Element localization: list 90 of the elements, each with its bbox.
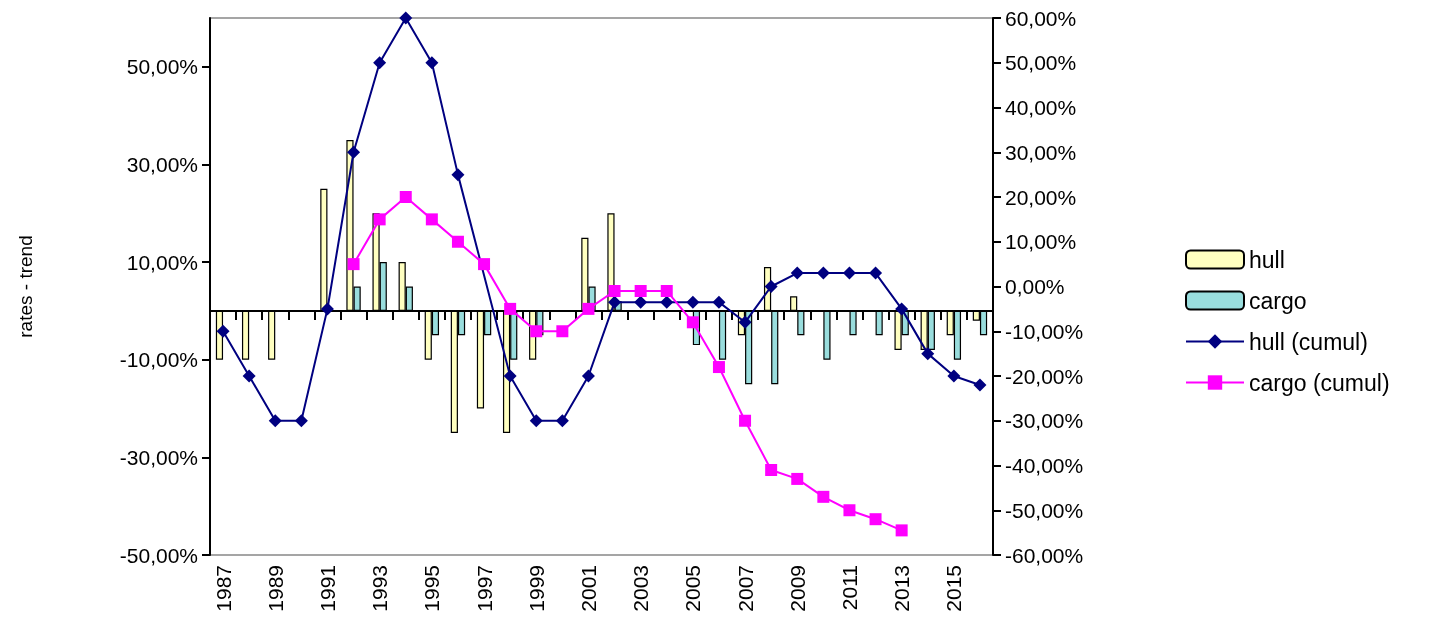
legend-label: hull (cumul)	[1249, 328, 1368, 355]
y2-tick-label: -20,00%	[1005, 364, 1084, 388]
y-tick-label: 30,00%	[126, 152, 198, 176]
y-axis-title: rates - trend	[15, 235, 36, 338]
point	[373, 213, 386, 226]
point	[686, 316, 699, 329]
y2-tick-label: 50,00%	[1005, 51, 1077, 75]
point	[869, 513, 882, 526]
point	[399, 191, 412, 203]
point	[347, 145, 361, 159]
point	[425, 56, 439, 70]
y2-tick-label: 60,00%	[1005, 6, 1077, 30]
point	[608, 284, 621, 297]
point	[556, 325, 569, 338]
point	[503, 369, 517, 383]
point	[712, 361, 725, 374]
point	[347, 258, 360, 271]
x-tick-label: 1999	[524, 565, 548, 612]
point	[765, 463, 778, 476]
point	[738, 315, 752, 329]
point	[294, 414, 308, 428]
x-tick-label: 2015	[942, 565, 966, 612]
point	[582, 302, 595, 315]
point	[764, 280, 778, 293]
x-tick-label: 2013	[890, 565, 914, 612]
point	[216, 324, 230, 338]
x-tick-label: 1997	[472, 565, 496, 612]
point	[634, 284, 647, 297]
point	[790, 266, 804, 280]
y2-tick-label: -50,00%	[1005, 498, 1084, 522]
x-tick-label: 2005	[681, 565, 705, 612]
y2-tick-label: -10,00%	[1005, 319, 1084, 343]
point	[921, 347, 935, 361]
point	[895, 524, 908, 537]
point	[373, 56, 387, 70]
point	[581, 369, 595, 383]
point	[895, 302, 909, 316]
point	[816, 266, 830, 280]
point	[529, 414, 543, 428]
y2-tick-label: 40,00%	[1005, 96, 1077, 119]
point	[686, 295, 700, 309]
point	[947, 369, 961, 383]
x-tick-label: 1993	[368, 565, 392, 612]
y2-tick-label: -40,00%	[1005, 454, 1084, 477]
y2-tick-label: -60,00%	[1005, 543, 1084, 567]
x-tick-label: 1991	[315, 565, 339, 612]
y-tick-label: 50,00%	[126, 55, 198, 79]
x-tick-label: 2011	[837, 565, 861, 611]
point	[634, 295, 648, 309]
point	[504, 302, 517, 315]
legend-label: cargo (cumul)	[1249, 369, 1390, 396]
point	[869, 266, 883, 280]
x-tick-label: 2009	[785, 565, 809, 612]
point	[425, 213, 438, 226]
point	[530, 325, 543, 338]
point	[478, 258, 491, 271]
x-tick-label: 2001	[576, 565, 600, 612]
point	[973, 378, 987, 392]
point	[451, 235, 464, 248]
point	[555, 414, 569, 428]
point	[242, 369, 256, 383]
y2-tick-label: 10,00%	[1005, 230, 1077, 254]
y2-tick-label: 20,00%	[1005, 185, 1077, 209]
point	[791, 472, 804, 485]
x-tick-label: 1989	[263, 565, 287, 612]
y-tick-label: -30,00%	[119, 445, 198, 469]
x-tick-label: 1987	[211, 565, 235, 612]
point	[320, 302, 334, 316]
point	[608, 295, 622, 309]
point	[660, 284, 673, 297]
x-tick-label: 2007	[733, 565, 757, 612]
point	[451, 168, 465, 182]
point	[712, 295, 726, 309]
point	[843, 504, 856, 517]
y-tick-label: -50,00%	[119, 543, 198, 567]
x-tick-label: 1995	[420, 565, 444, 612]
legend-label: hull	[1249, 246, 1285, 273]
point	[660, 295, 674, 309]
legend-label: cargo	[1249, 287, 1307, 314]
point	[842, 266, 856, 280]
point	[268, 414, 282, 428]
y2-tick-label: 30,00%	[1005, 140, 1077, 164]
y-tick-label: -10,00%	[119, 348, 198, 372]
point	[399, 11, 413, 25]
y2-tick-label: -30,00%	[1005, 409, 1084, 433]
point	[739, 414, 752, 427]
x-tick-label: 2003	[629, 565, 653, 612]
y-tick-label: 10,00%	[126, 250, 198, 274]
y2-tick-label: 0,00%	[1005, 275, 1065, 298]
point	[817, 490, 830, 503]
